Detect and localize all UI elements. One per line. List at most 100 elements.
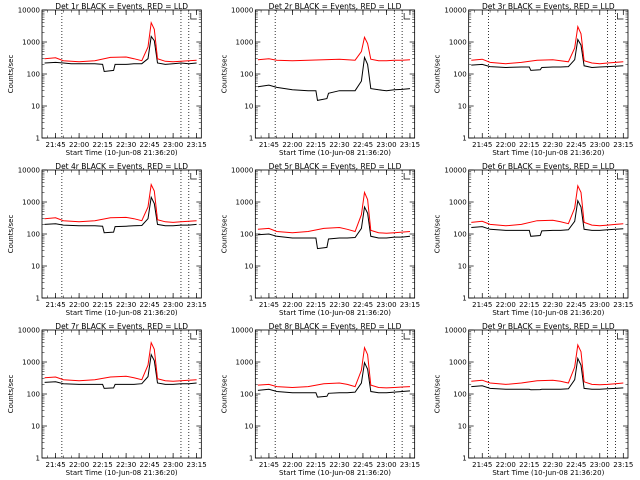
x-tick-label: 23:15 [187, 301, 207, 309]
x-tick-label: 23:15 [400, 141, 420, 149]
x-tick-label: 21:45 [45, 141, 65, 149]
x-tick-label: 22:15 [93, 461, 113, 469]
x-tick-label: 23:00 [590, 141, 610, 149]
x-axis-label: Start Time (10-Jun-08 21:36:20) [66, 469, 178, 477]
events-series-line [44, 195, 197, 234]
y-tick-label: 10000 [18, 7, 40, 15]
lld-series-line [471, 343, 624, 386]
x-tick-label: 23:00 [376, 301, 396, 309]
x-tick-label: 23:15 [613, 301, 633, 309]
x-tick-label: 22:45 [353, 141, 373, 149]
events-series-line [257, 55, 411, 101]
x-tick-label: 22:15 [519, 461, 539, 469]
interval-bracket-icon [617, 13, 624, 20]
plot-frame [41, 9, 202, 139]
x-tick-label: 22:30 [543, 461, 563, 469]
y-tick-label: 10000 [18, 167, 40, 175]
y-axis-label: Counts/sec [220, 215, 228, 254]
events-series-line [257, 205, 411, 250]
x-axis-label: Start Time (10-Jun-08 21:36:20) [279, 469, 391, 477]
events-series-line [44, 35, 197, 73]
panel-det-9r: Det 9r BLACK = Events, RED = LLD 1 10 100 10… [434, 322, 634, 477]
interval-bracket-icon [403, 13, 411, 20]
x-axis-label: Start Time (10-Jun-08 21:36:20) [492, 469, 604, 477]
events-series-line [471, 199, 624, 237]
y-tick-label: 1000 [22, 199, 40, 207]
x-tick-label: 22:45 [353, 461, 373, 469]
x-tick-label: 22:30 [329, 461, 349, 469]
x-tick-label: 21:45 [472, 301, 492, 309]
y-tick-label: 1 [462, 295, 466, 303]
x-tick-label: 22:30 [543, 301, 563, 309]
interval-bracket-icon [190, 333, 197, 340]
y-tick-label: 1 [249, 135, 253, 143]
y-tick-label: 1000 [22, 39, 40, 47]
x-tick-label: 22:15 [93, 141, 113, 149]
x-tick-label: 22:00 [496, 141, 516, 149]
y-tick-label: 1 [36, 455, 40, 463]
x-tick-label: 21:45 [259, 301, 279, 309]
y-tick-label: 10 [244, 263, 253, 271]
events-series-line [257, 361, 411, 398]
panel-title: Det 3r BLACK = Events, RED = LLD [482, 2, 615, 11]
x-tick-label: 21:45 [472, 141, 492, 149]
panel-det-8r: Det 8r BLACK = Events, RED = LLD 1 10 100 10… [220, 322, 420, 477]
x-tick-label: 22:45 [566, 461, 586, 469]
plot-frame [254, 329, 416, 459]
x-tick-label: 23:15 [613, 461, 633, 469]
x-tick-label: 23:15 [613, 141, 633, 149]
y-tick-label: 100 [453, 231, 466, 239]
x-axis-label: Start Time (10-Jun-08 21:36:20) [279, 309, 391, 317]
y-tick-label: 1000 [236, 199, 254, 207]
y-tick-label: 100 [27, 71, 40, 79]
interval-bracket-icon [403, 333, 411, 340]
panel-det-2r: Det 2r BLACK = Events, RED = LLD 1 10 100 10… [220, 2, 420, 157]
y-tick-label: 100 [453, 391, 466, 399]
panel-det-1r: Det 1r BLACK = Events, RED = LLD 1 10 100 10… [7, 2, 207, 157]
x-axis-label: Start Time (10-Jun-08 21:36:20) [492, 309, 604, 317]
plot-frame [468, 329, 629, 459]
x-tick-label: 22:00 [282, 461, 302, 469]
plot-frame [468, 169, 629, 299]
x-tick-label: 22:15 [306, 461, 326, 469]
interval-bracket-icon [190, 173, 197, 180]
x-tick-label: 23:15 [400, 301, 420, 309]
y-tick-label: 10000 [18, 327, 40, 335]
x-axis-label: Start Time (10-Jun-08 21:36:20) [279, 149, 391, 157]
interval-bracket-icon [190, 13, 197, 20]
y-tick-label: 1000 [22, 359, 40, 367]
panel-title: Det 9r BLACK = Events, RED = LLD [482, 322, 615, 331]
panel-title: Det 1r BLACK = Events, RED = LLD [55, 2, 188, 11]
interval-bracket-icon [403, 173, 411, 180]
y-tick-label: 1 [36, 295, 40, 303]
lld-series-line [44, 20, 197, 63]
x-tick-label: 22:30 [329, 141, 349, 149]
plot-frame [41, 329, 202, 459]
panel-det-7r: Det 7r BLACK = Events, RED = LLD 1 10 100 10… [7, 322, 207, 477]
plot-frame [468, 9, 629, 139]
y-tick-label: 1000 [236, 39, 254, 47]
x-tick-label: 22:30 [116, 141, 136, 149]
y-tick-label: 10000 [444, 7, 466, 15]
y-axis-label: Counts/sec [220, 55, 228, 94]
x-tick-label: 22:45 [140, 301, 160, 309]
interval-bracket-icon [617, 173, 624, 180]
x-tick-label: 22:15 [519, 141, 539, 149]
lld-series-line [257, 35, 411, 62]
plot-frame [41, 169, 202, 299]
x-tick-label: 22:15 [93, 301, 113, 309]
x-tick-label: 22:30 [543, 141, 563, 149]
x-tick-label: 22:15 [306, 141, 326, 149]
y-axis-label: Counts/sec [434, 215, 442, 254]
y-axis-label: Counts/sec [7, 55, 15, 94]
y-tick-label: 10 [31, 263, 40, 271]
x-tick-label: 22:30 [116, 301, 136, 309]
y-axis-label: Counts/sec [220, 375, 228, 414]
x-tick-label: 23:00 [163, 301, 183, 309]
y-tick-label: 1 [36, 135, 40, 143]
x-tick-label: 23:15 [187, 141, 207, 149]
y-tick-label: 100 [27, 391, 40, 399]
panel-title: Det 8r BLACK = Events, RED = LLD [269, 322, 402, 331]
x-tick-label: 21:45 [259, 461, 279, 469]
